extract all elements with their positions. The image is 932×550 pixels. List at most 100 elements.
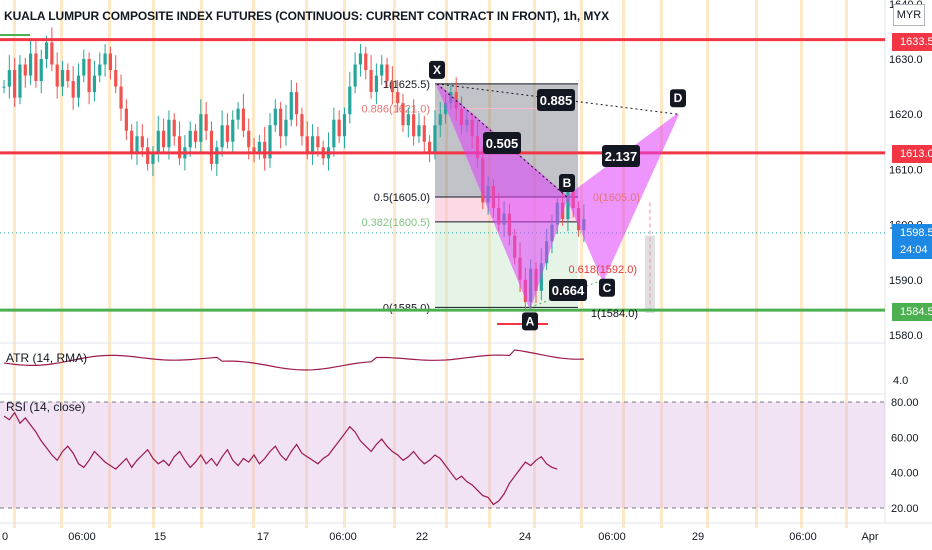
- candle-body-49: [263, 141, 267, 159]
- candle-body-24: [130, 130, 134, 153]
- fib-label-2: 0.5(1605.0): [374, 192, 430, 204]
- candle-body-23: [124, 108, 128, 131]
- candle-body-64: [342, 114, 347, 137]
- candle-body-29: [156, 130, 160, 153]
- candle-body-26: [140, 136, 144, 148]
- projection-label-1: 0.618(1592.0): [569, 264, 638, 276]
- session-marker-17: [800, 0, 803, 528]
- candle-body-38: [204, 114, 208, 131]
- candle-body-28: [151, 152, 155, 164]
- candle-body-46: [247, 130, 251, 148]
- candle-body-75: [401, 103, 405, 126]
- x-axis-tick-5: 22: [416, 531, 428, 543]
- price-tag-support-1584: 1584.5: [892, 303, 932, 321]
- session-marker-8: [393, 0, 396, 528]
- fib-label-4: 0(1585.0): [383, 302, 430, 314]
- session-marker-13: [622, 0, 625, 528]
- ratio-label-1: 0.885: [540, 93, 573, 108]
- candle-body-78: [417, 125, 421, 137]
- candle-body-62: [332, 119, 336, 148]
- session-marker-6: [305, 0, 308, 528]
- candle-body-31: [167, 119, 171, 148]
- session-marker-12: [580, 0, 583, 528]
- x-axis-tick-10: Apr: [861, 531, 878, 543]
- atr-axis-tick: 4.0: [893, 375, 908, 387]
- ratio-box-2: [602, 145, 640, 167]
- rsi-axis-tick-1: 60.00: [891, 432, 919, 444]
- atr-label: ATR (14, RMA): [6, 351, 88, 365]
- candle-body-0: [2, 86, 6, 88]
- candle-body-11: [60, 70, 65, 87]
- candle-body-48: [257, 141, 261, 153]
- candle-body-10: [55, 64, 59, 87]
- candle-body-36: [193, 130, 198, 142]
- x-axis-tick-2: 15: [154, 531, 166, 543]
- x-axis-tick-3: 17: [257, 531, 269, 543]
- candle-body-4: [23, 64, 27, 76]
- candle-body-57: [305, 136, 309, 153]
- rsi-axis-tick-0: 80.00: [891, 397, 919, 409]
- session-marker-5: [252, 0, 255, 528]
- candle-body-30: [162, 130, 166, 148]
- candle-body-59: [316, 136, 320, 148]
- candle-body-47: [252, 147, 256, 153]
- candle-body-27: [146, 147, 150, 164]
- candle-body-9: [50, 42, 54, 65]
- session-marker-9: [445, 0, 448, 528]
- candle-body-72: [385, 64, 389, 82]
- candle-body-73: [390, 81, 394, 93]
- candle-body-55: [295, 92, 299, 115]
- candle-body-45: [241, 108, 245, 131]
- candle-body-65: [348, 86, 352, 115]
- candle-body-1: [7, 70, 11, 87]
- candle-body-39: [209, 130, 214, 164]
- rsi-axis-tick-2: 40.00: [891, 468, 919, 480]
- point-label-a: A: [526, 314, 535, 328]
- x-axis-tick-6: 24: [519, 531, 531, 543]
- projection-label-2: 1(1584.0): [591, 308, 638, 320]
- candle-body-80: [428, 141, 432, 153]
- candle-body-19: [103, 53, 107, 65]
- point-box-c: [599, 278, 615, 297]
- point-box-b: [559, 174, 575, 192]
- candle-body-54: [289, 92, 293, 120]
- candle-body-79: [422, 125, 426, 142]
- candle-body-20: [108, 53, 112, 71]
- candle-body-68: [364, 53, 368, 71]
- rsi-band: [0, 402, 885, 508]
- session-marker-0: [13, 0, 16, 528]
- price-tag-resistance-1633: 1633.5: [892, 33, 932, 51]
- candle-body-69: [369, 70, 373, 93]
- session-marker-1: [60, 0, 63, 528]
- x-axis-tick-7: 06:00: [598, 531, 626, 543]
- ratio-label-3: 0.664: [552, 283, 585, 298]
- candle-body-76: [406, 114, 410, 126]
- point-label-d: D: [674, 91, 683, 105]
- candle-body-8: [44, 42, 49, 59]
- candle-body-71: [380, 64, 384, 76]
- candle-body-70: [374, 75, 378, 93]
- ratio-label-2: 2.137: [605, 149, 638, 164]
- candle-body-83: [443, 103, 448, 115]
- candle-body-77: [412, 114, 416, 137]
- candle-body-21: [114, 70, 118, 87]
- candle-body-81: [433, 125, 437, 153]
- y-axis-tick-5: 1590.0: [889, 275, 923, 287]
- x-axis-tick-9: 06:00: [789, 531, 817, 543]
- candle-body-25: [135, 136, 139, 153]
- fib-label-1: 0.886(1621.0): [362, 104, 431, 116]
- candle-body-41: [220, 125, 224, 148]
- candle-body-56: [300, 114, 304, 137]
- session-marker-2: [108, 0, 111, 528]
- candle-body-22: [119, 86, 123, 109]
- ratio-label-0: 0.505: [486, 136, 519, 151]
- y-axis-tick-2: 1620.0: [889, 109, 923, 121]
- session-marker-7: [343, 0, 346, 528]
- session-marker-3: [152, 0, 155, 528]
- rsi-label: RSI (14, close): [6, 400, 86, 414]
- ratio-box-1: [537, 89, 575, 111]
- candle-body-51: [273, 108, 277, 126]
- candle-body-82: [438, 114, 442, 126]
- currency-button[interactable]: MYR: [893, 4, 925, 26]
